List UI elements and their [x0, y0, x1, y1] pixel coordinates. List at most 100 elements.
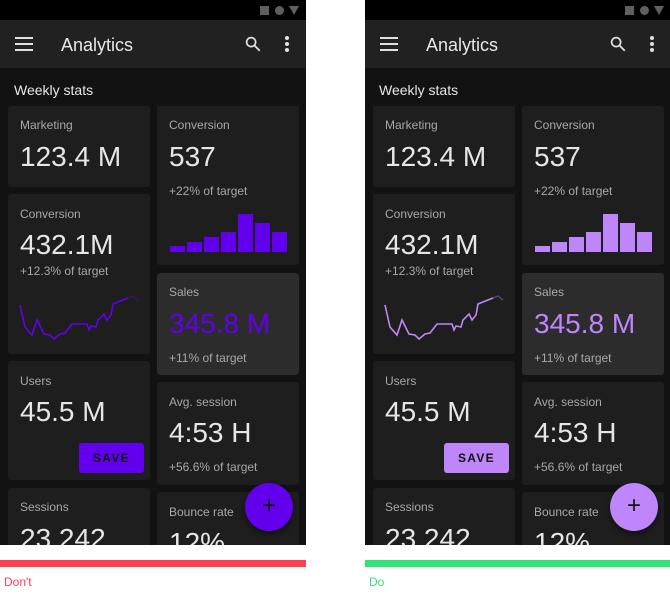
bar-chart [170, 214, 287, 252]
bar [238, 214, 253, 252]
save-button[interactable]: SAVE [79, 443, 144, 473]
top-app-bar: Analytics [365, 20, 670, 68]
card-value: 45.5 M [20, 396, 106, 427]
bar [637, 232, 652, 252]
card-label: Avg. session [534, 395, 602, 409]
back-icon [654, 6, 664, 15]
card-subtext: +12.3% of target [20, 264, 109, 278]
card-value: 4:53 H [534, 417, 617, 448]
do-example: Analytics Weekly stats Marketing 123.4 M… [365, 0, 670, 600]
sparkline-fade [127, 295, 139, 301]
verdict-label: Don't [4, 575, 32, 589]
card-conversion-bars[interactable]: Conversion 537 +22% of target [157, 106, 299, 265]
card-avg-session[interactable]: Avg. session 4:53 H +56.6% of target [157, 382, 299, 485]
add-fab-button[interactable]: + [610, 483, 658, 531]
stop-icon [625, 6, 634, 15]
card-label: Conversion [20, 207, 81, 221]
card-conversion-line[interactable]: Conversion 432.1M +12.3% of target [8, 194, 150, 354]
card-value: 345.8 M [169, 308, 271, 339]
section-title: Weekly stats [14, 82, 94, 98]
card-subtext: +22% of target [169, 184, 248, 198]
verdict-stripe [0, 560, 306, 567]
top-app-bar: Analytics [0, 20, 306, 68]
card-value: 537 [169, 141, 216, 172]
card-label: Sessions [20, 500, 69, 514]
card-subtext: +56.6% of target [169, 460, 258, 474]
status-bar [365, 0, 670, 20]
card-users[interactable]: Users 45.5 M SAVE [373, 361, 515, 480]
card-label: Avg. session [169, 395, 237, 409]
card-subtext: +56.6% of target [534, 460, 623, 474]
bar-chart [535, 214, 652, 252]
search-icon[interactable] [244, 35, 262, 53]
card-subtext: +11% of target [169, 351, 247, 365]
bar [187, 242, 202, 252]
verdict-stripe [365, 560, 670, 567]
hamburger-menu-icon[interactable] [15, 37, 33, 51]
card-label: Sales [534, 285, 565, 299]
bar [569, 237, 584, 252]
dont-example: Analytics Weekly stats Marketing 123.4 M… [0, 0, 306, 600]
bar [255, 223, 270, 252]
bar [221, 232, 236, 252]
card-conversion-bars[interactable]: Conversion 537 +22% of target [522, 106, 664, 265]
card-value: 12% [534, 527, 591, 545]
card-marketing[interactable]: Marketing 123.4 M [8, 106, 150, 187]
card-users[interactable]: Users 45.5 M SAVE [8, 361, 150, 480]
sparkline-chart [384, 295, 504, 341]
card-sales[interactable]: Sales 345.8 M +11% of target [157, 273, 299, 375]
card-value: 432.1M [20, 229, 114, 260]
card-value: 432.1M [385, 229, 479, 260]
status-bar [0, 0, 306, 20]
bar [535, 246, 550, 252]
card-sessions[interactable]: Sessions 23,242 [373, 488, 515, 545]
sparkline-fade [492, 295, 504, 301]
card-value: 537 [534, 141, 581, 172]
phone-screen: Analytics Weekly stats Marketing 123.4 M… [365, 0, 670, 545]
card-subtext: +12.3% of target [385, 264, 474, 278]
bar [272, 232, 287, 252]
card-label: Conversion [534, 118, 595, 132]
bar [552, 242, 567, 252]
more-vert-icon[interactable] [284, 36, 290, 52]
phone-screen: Analytics Weekly stats Marketing 123.4 M… [0, 0, 306, 545]
card-label: Sales [169, 285, 200, 299]
home-icon [275, 6, 284, 15]
stop-icon [260, 6, 269, 15]
search-icon[interactable] [609, 35, 627, 53]
hamburger-menu-icon[interactable] [380, 37, 398, 51]
bar [170, 246, 185, 252]
sparkline [19, 297, 129, 341]
bar [620, 223, 635, 252]
card-label: Marketing [20, 118, 73, 132]
card-sales[interactable]: Sales 345.8 M +11% of target [522, 273, 664, 375]
card-value: 345.8 M [534, 308, 636, 339]
card-label: Bounce rate [169, 505, 234, 519]
app-title: Analytics [426, 35, 499, 55]
card-value: 123.4 M [20, 141, 122, 172]
add-fab-button[interactable]: + [245, 483, 293, 531]
card-label: Users [20, 374, 52, 388]
section-title: Weekly stats [379, 82, 459, 98]
card-value: 45.5 M [385, 396, 471, 427]
home-icon [640, 6, 649, 15]
card-subtext: +11% of target [534, 351, 612, 365]
card-marketing[interactable]: Marketing 123.4 M [373, 106, 515, 187]
card-subtext: +22% of target [534, 184, 613, 198]
card-label: Marketing [385, 118, 438, 132]
bar [204, 237, 219, 252]
back-icon [289, 6, 299, 15]
more-vert-icon[interactable] [649, 36, 655, 52]
card-conversion-line[interactable]: Conversion 432.1M +12.3% of target [373, 194, 515, 354]
app-title: Analytics [61, 35, 134, 55]
card-label: Conversion [385, 207, 446, 221]
card-label: Users [385, 374, 417, 388]
bar [586, 232, 601, 252]
sparkline [384, 297, 494, 341]
card-sessions[interactable]: Sessions 23,242 [8, 488, 150, 545]
save-button[interactable]: SAVE [444, 443, 509, 473]
bar [603, 214, 618, 252]
card-value: 4:53 H [169, 417, 252, 448]
card-avg-session[interactable]: Avg. session 4:53 H +56.6% of target [522, 382, 664, 485]
card-label: Sessions [385, 500, 434, 514]
